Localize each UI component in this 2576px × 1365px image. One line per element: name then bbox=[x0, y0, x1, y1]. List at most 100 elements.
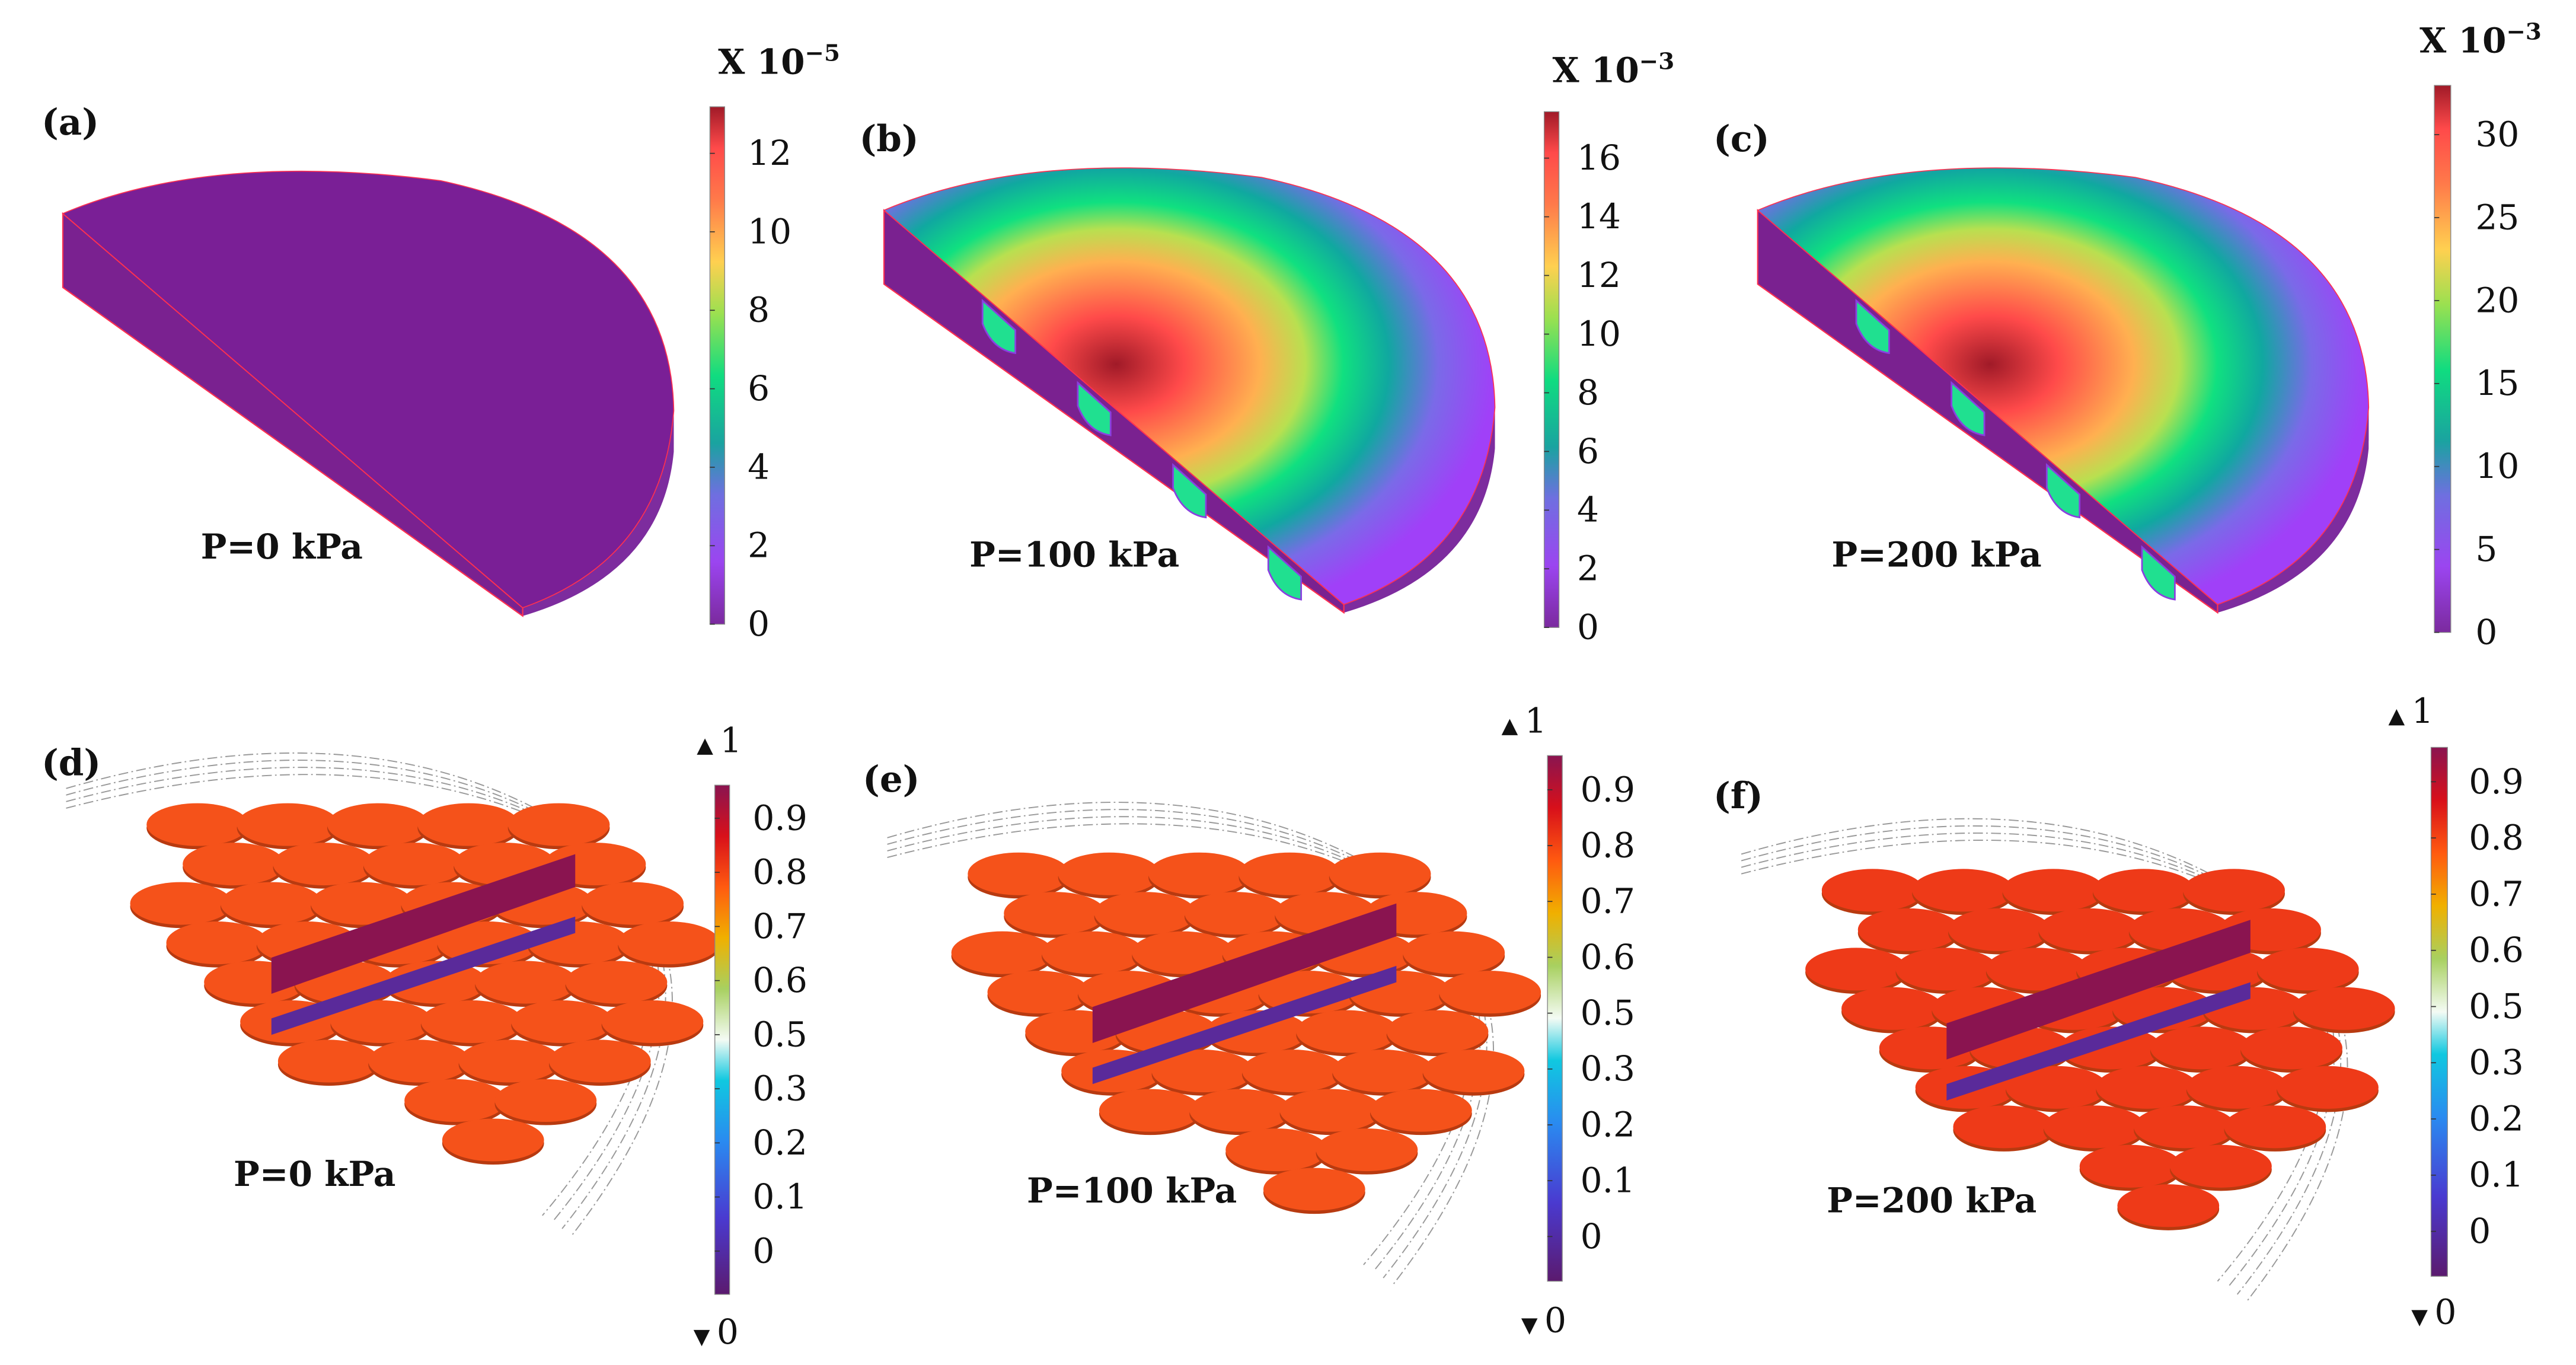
sensor-disc bbox=[2150, 1026, 2252, 1070]
colorbar-exponent: X 10−5 bbox=[718, 40, 840, 82]
half-disc-model bbox=[62, 170, 675, 617]
sensor-disc bbox=[442, 1118, 544, 1162]
colorbar-tick-label: 0 bbox=[1577, 607, 1599, 648]
panel-c: (c) P=200 kPa X 10−3 0 5 10 15 20 25 30 bbox=[1713, 18, 2542, 652]
triangle-down-icon: ▼ bbox=[694, 1325, 717, 1349]
sensor-disc bbox=[1912, 869, 2014, 912]
colorbar-tick-label: 0.9 bbox=[2469, 761, 2524, 802]
sensor-disc bbox=[458, 1039, 561, 1083]
sensor-disc bbox=[2134, 1105, 2236, 1149]
colorbar-min-marker: ▼ 0 bbox=[2411, 1292, 2456, 1332]
colorbar-max-marker: ▲ 1 bbox=[697, 720, 742, 761]
sensor-disc bbox=[1132, 931, 1234, 974]
colorbar-tick-label: 4 bbox=[1577, 490, 1599, 530]
electrode-strip-bottom bbox=[1946, 982, 2251, 1101]
sensor-disc bbox=[1241, 1050, 1344, 1093]
panel-e: (e) P=100 kPa ▲ 1 ▼ 0 0 0.1 0.2 0.3 0.5 0.6 0.7 0.8… bbox=[863, 700, 1635, 1340]
sensor-disc bbox=[166, 921, 269, 965]
sensor-disc bbox=[601, 1000, 704, 1044]
sensor-disc bbox=[1986, 948, 2088, 991]
cavity-cutout bbox=[1855, 298, 1890, 355]
sensor-disc bbox=[1422, 1050, 1525, 1093]
sensor-disc bbox=[327, 803, 429, 846]
sensor-disc bbox=[2293, 987, 2395, 1030]
sensor-disc bbox=[1316, 1128, 1418, 1172]
sensor-disc bbox=[311, 882, 413, 925]
colorbar-tick-label: 0 bbox=[2475, 612, 2497, 652]
pressure-label: P=0 kPa bbox=[234, 1153, 395, 1194]
sensor-disc bbox=[475, 961, 577, 1004]
sensor-disc bbox=[2240, 1026, 2342, 1070]
colorbar-tick-label: 6 bbox=[1577, 431, 1599, 471]
sensor-disc bbox=[1041, 931, 1144, 974]
sensor-disc bbox=[404, 1079, 506, 1122]
colorbar-tick-label: 0.5 bbox=[752, 1014, 807, 1054]
colorbar-tick-label: 0.2 bbox=[1581, 1104, 1636, 1144]
colorbar-exponent: X 10−3 bbox=[1552, 48, 1674, 90]
colorbar-tick-label: 0.8 bbox=[1581, 825, 1636, 865]
colorbar-tick-label: 12 bbox=[748, 133, 791, 173]
colorbar-tick-label: 0.6 bbox=[2469, 930, 2524, 970]
colorbar-tick-label: 14 bbox=[1577, 196, 1621, 237]
sensor-disc bbox=[220, 882, 323, 925]
panel-label: (b) bbox=[859, 118, 918, 160]
cavity-cutout bbox=[2045, 463, 2081, 519]
sensor-disc bbox=[1841, 987, 1943, 1030]
sensor-disc bbox=[1094, 892, 1196, 935]
sensor-disc bbox=[1805, 948, 1907, 991]
sensor-disc bbox=[2092, 869, 2195, 912]
electrode-strip-top bbox=[1946, 920, 2251, 1060]
cavity-cutout bbox=[1172, 463, 1207, 519]
sensor-disc bbox=[237, 803, 339, 846]
colorbar-tick-label: 0.3 bbox=[2469, 1042, 2524, 1083]
cavity-cutout bbox=[1951, 381, 1986, 436]
colorbar-tick-label: 6 bbox=[748, 368, 770, 409]
sensor-disc bbox=[1279, 1089, 1382, 1132]
colorbar-tick-label: 8 bbox=[1577, 372, 1599, 413]
sensor-disc bbox=[2060, 1026, 2162, 1070]
sensor-disc bbox=[1238, 852, 1341, 895]
sensor-disc bbox=[582, 882, 684, 925]
colorbar-tick-label: 0.3 bbox=[752, 1069, 807, 1109]
sensor-disc bbox=[2038, 908, 2141, 951]
sensor-disc bbox=[1205, 1010, 1308, 1053]
colorbar-tick-label: 2 bbox=[748, 525, 770, 566]
colorbar-tick-label: 12 bbox=[1577, 255, 1621, 295]
cavity-cutout bbox=[1267, 545, 1303, 601]
sensor-disc bbox=[2186, 1066, 2288, 1109]
electrode-strip-top bbox=[1092, 903, 1397, 1044]
sensor-disc bbox=[1895, 948, 1998, 991]
sensor-disc bbox=[146, 803, 248, 846]
panel-label: (c) bbox=[1713, 118, 1770, 160]
cavity-cutout bbox=[981, 298, 1017, 355]
cavity-cutout bbox=[2141, 545, 2176, 601]
sensor-disc bbox=[1403, 931, 1505, 974]
sensor-disc bbox=[1189, 1089, 1292, 1132]
sensor-disc bbox=[1332, 1050, 1435, 1093]
sensor-disc bbox=[417, 803, 520, 846]
colorbar-tick-label: 25 bbox=[2475, 197, 2519, 237]
sensor-disc bbox=[2277, 1066, 2379, 1109]
sensor-disc bbox=[2170, 1144, 2272, 1188]
disc-array-model bbox=[887, 802, 1541, 1285]
colorbar-min-marker: ▼ 0 bbox=[1521, 1300, 1566, 1341]
triangle-up-icon: ▲ bbox=[2389, 704, 2412, 728]
sensor-disc bbox=[987, 971, 1090, 1014]
sensor-disc bbox=[420, 1000, 523, 1044]
sensor-disc bbox=[363, 843, 465, 886]
colorbar-tick-label: 16 bbox=[1577, 138, 1621, 178]
sensor-disc bbox=[1857, 908, 1960, 951]
sensor-disc bbox=[2224, 1105, 2326, 1149]
colorbar-tick-label: 8 bbox=[748, 290, 770, 330]
colorbar-tick-label: 10 bbox=[2475, 446, 2519, 486]
sensor-disc bbox=[1386, 1010, 1489, 1053]
colorbar-tick-label: 10 bbox=[1577, 314, 1621, 354]
sensor-disc bbox=[1151, 1050, 1254, 1093]
sensor-disc bbox=[1948, 908, 2050, 951]
colorbar-tick-label: 0 bbox=[1581, 1216, 1603, 1256]
sensor-disc bbox=[2256, 948, 2359, 991]
colorbar bbox=[2430, 747, 2448, 1277]
sensor-disc bbox=[1329, 852, 1431, 895]
pressure-label: P=100 kPa bbox=[969, 534, 1179, 575]
panel-b: (b) P=100 kPa X 10−3 0 2 4 6 8 10 12 14 16 bbox=[859, 48, 1674, 647]
